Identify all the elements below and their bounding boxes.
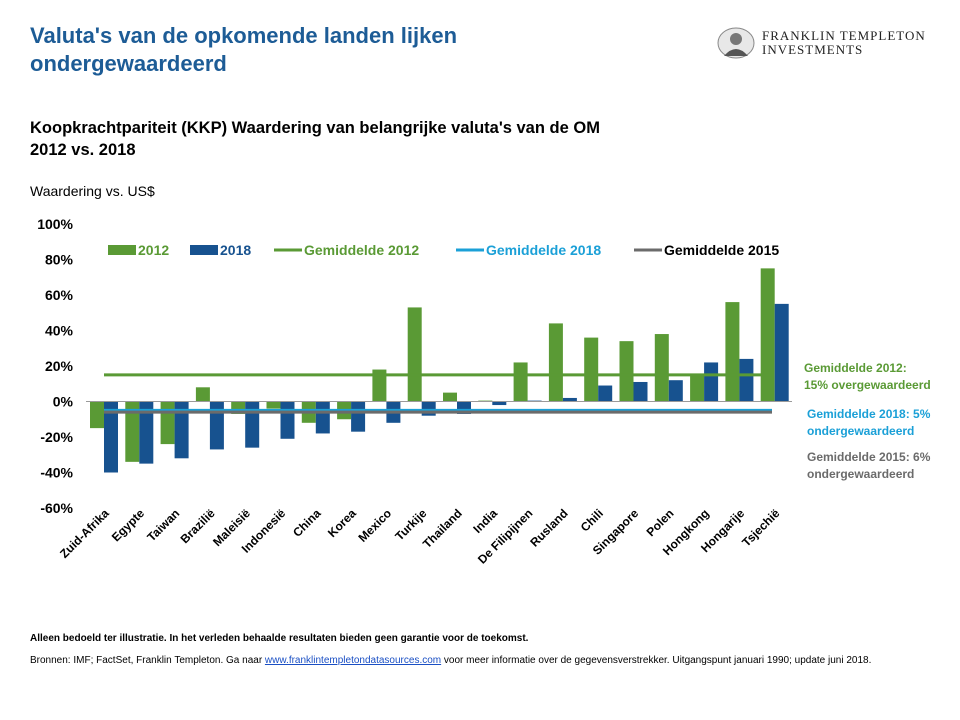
legend-label: Gemiddelde 2018: [486, 242, 601, 258]
logo-line-2: INVESTMENTS: [762, 42, 864, 57]
bar-2018: [245, 401, 260, 448]
legend-label: 2012: [138, 242, 169, 258]
bar-2018: [209, 401, 224, 450]
bar-2012: [513, 362, 528, 402]
bar-2018: [280, 401, 295, 439]
annotation-line: Gemiddelde 2015: 6%: [807, 450, 931, 464]
legend-item: Gemiddelde 2018: [456, 242, 601, 258]
average-annotation: Gemiddelde 2018: 5% ondergewaardeerd: [807, 407, 931, 438]
x-tick-label: Thailand: [420, 506, 465, 551]
bar-2018: [139, 401, 154, 464]
x-tick-label: India: [470, 506, 500, 536]
x-tick-label: Chili: [578, 506, 606, 534]
bar-2018: [633, 381, 648, 402]
legend-label: Gemiddelde 2012: [304, 242, 419, 258]
bar-2018: [351, 401, 366, 432]
bar-2012: [760, 268, 775, 402]
x-tick-label: Polen: [644, 506, 677, 539]
bar-chart: 100%80%60%40%20%0%-20%-40%-60%Zuid-Afrik…: [37, 216, 931, 567]
disclaimer: Alleen bedoeld ter illustratie. In het v…: [30, 633, 529, 644]
legend-item: Gemiddelde 2012: [274, 242, 419, 258]
y-tick-label: -60%: [40, 500, 73, 516]
bar-2012: [90, 401, 104, 429]
y-tick-label: -20%: [40, 429, 73, 445]
annotation-line: ondergewaardeerd: [807, 467, 914, 481]
legend-item: Gemiddelde 2015: [634, 242, 779, 258]
y-tick-label: -40%: [40, 465, 73, 481]
average-annotation: Gemiddelde 2015: 6% ondergewaardeerd: [807, 450, 931, 481]
y-unit-label: Waardering vs. US$: [30, 183, 155, 199]
sources-link[interactable]: www.franklintempletondatasources.com: [264, 655, 442, 666]
legend-swatch: [108, 245, 136, 255]
sources-text-end: voor meer informatie over de gegevensver…: [441, 655, 872, 666]
franklin-templeton-logo: FRANKLIN TEMPLETON INVESTMENTS: [716, 26, 936, 60]
bar-2018: [739, 358, 754, 402]
bar-2012: [160, 401, 175, 445]
y-tick-label: 40%: [45, 323, 74, 339]
bar-2012: [619, 341, 634, 402]
y-tick-label: 20%: [45, 358, 74, 374]
bar-2012: [725, 302, 740, 402]
y-tick-label: 0%: [53, 394, 74, 410]
bar-2012: [584, 337, 599, 402]
bar-2012: [407, 307, 422, 402]
x-tick-label: Taiwan: [144, 506, 182, 544]
page-title: Valuta's van de opkomende landen lijken …: [30, 23, 458, 76]
annotation-line: ondergewaardeerd: [807, 424, 914, 438]
y-tick-label: 60%: [45, 287, 74, 303]
bar-2012: [548, 323, 563, 402]
bar-2018: [104, 401, 118, 473]
portrait-icon: [717, 27, 755, 59]
bar-2012: [443, 392, 457, 402]
bar-2018: [492, 401, 507, 406]
bar-2018: [315, 401, 330, 434]
bar-2012: [266, 401, 281, 409]
bar-2018: [704, 362, 719, 402]
legend-label: 2018: [220, 242, 251, 258]
sources-note: Bronnen: IMF; FactSet, Franklin Templeto…: [30, 653, 930, 668]
bar-2012: [195, 387, 210, 402]
x-tick-label: Tsjechië: [739, 506, 782, 549]
average-annotation: Gemiddelde 2012: 15% overgewaardeerd: [804, 361, 931, 392]
bar-2018: [562, 397, 577, 402]
annotation-line: Gemiddelde 2012:: [804, 361, 907, 375]
subtitle-line-1: Koopkrachtpariteit (KKP) Waardering van …: [30, 119, 600, 137]
x-tick-label: China: [290, 506, 324, 540]
y-tick-label: 80%: [45, 252, 74, 268]
x-tick-label: Korea: [325, 506, 359, 540]
bar-2018: [174, 401, 189, 459]
x-tick-label: Egypte: [109, 506, 147, 544]
x-tick-label: Rusland: [527, 506, 570, 549]
bar-2012: [690, 374, 705, 402]
sources-text-start: Bronnen: IMF; FactSet, Franklin Templeto…: [30, 655, 265, 666]
bar-2012: [372, 369, 387, 402]
legend-item: 2012: [108, 242, 169, 258]
x-tick-label: Mexico: [356, 506, 395, 545]
logo-wordmark: FRANKLIN TEMPLETON INVESTMENTS: [762, 29, 926, 57]
subtitle-line-2: 2012 vs. 2018: [30, 141, 136, 159]
chart-subtitle: Koopkrachtpariteit (KKP) Waardering van …: [30, 117, 750, 161]
bar-2018: [598, 385, 613, 402]
bar-2018: [668, 380, 683, 402]
legend-label: Gemiddelde 2015: [664, 242, 779, 258]
bar-2012: [654, 334, 669, 402]
bar-2018: [774, 303, 789, 402]
bar-2012: [125, 401, 140, 462]
y-tick-label: 100%: [37, 216, 73, 232]
annotation-line: Gemiddelde 2018: 5%: [807, 407, 931, 421]
legend-swatch: [190, 245, 218, 255]
legend-item: 2018: [190, 242, 251, 258]
annotation-line: 15% overgewaardeerd: [804, 378, 931, 392]
logo-line-1: FRANKLIN TEMPLETON: [762, 28, 926, 43]
